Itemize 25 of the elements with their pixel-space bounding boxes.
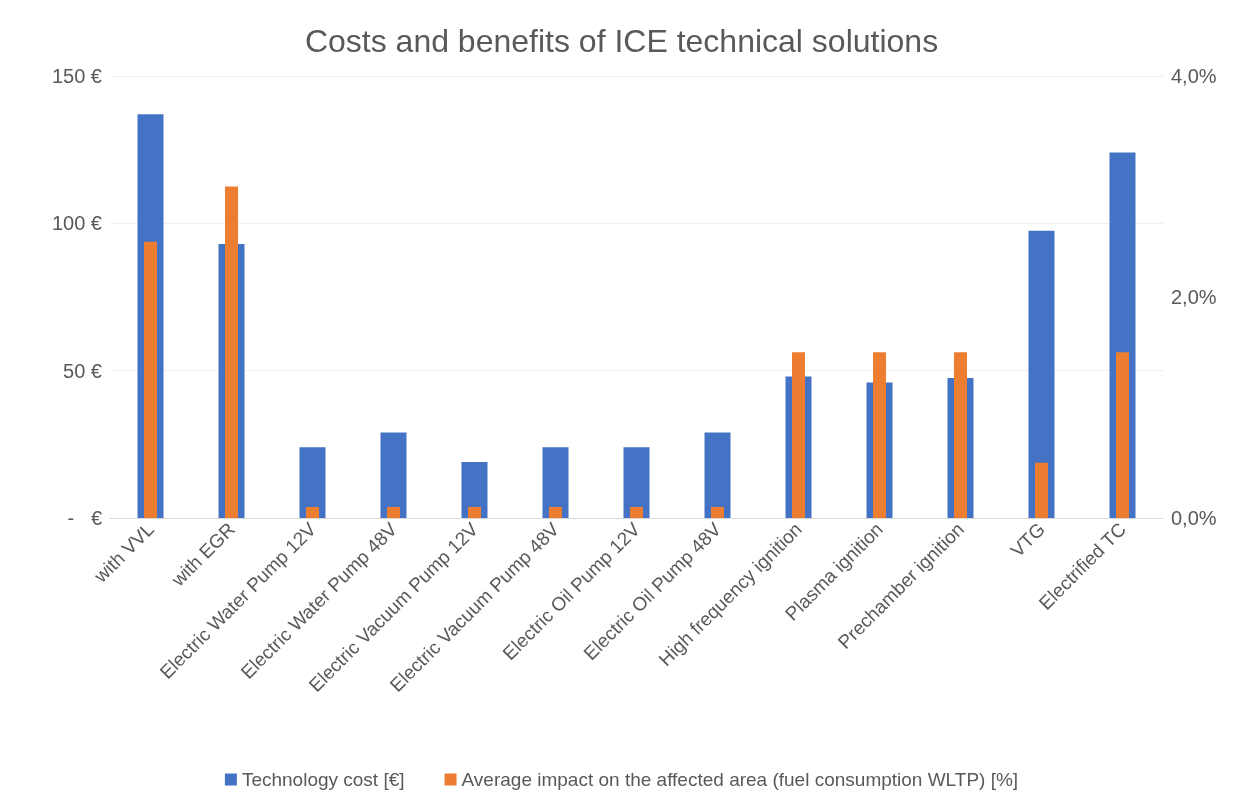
y-tick-label: 150 € <box>51 65 102 87</box>
bar <box>542 447 569 518</box>
y-tick-label: - € <box>67 507 102 529</box>
y-tick-label: 50 € <box>63 359 102 382</box>
legend-label: Average impact on the affected area (fuel consumption WLTP) [%] <box>461 769 1019 790</box>
chart-title: Costs and benefits of ICE technical solutions <box>304 23 939 59</box>
bar <box>704 432 731 518</box>
bar <box>1035 462 1048 518</box>
bar <box>306 506 319 518</box>
legend-label: Technology cost [€] <box>241 769 405 790</box>
bar <box>299 447 326 518</box>
bar <box>468 506 481 518</box>
bar <box>1116 352 1129 518</box>
y2-tick-label: 0,0% <box>1171 507 1217 529</box>
bar <box>461 462 488 518</box>
bar <box>387 506 400 518</box>
bar <box>380 432 407 518</box>
bar <box>623 447 650 518</box>
y2-tick-label: 2,0% <box>1171 286 1217 308</box>
bar <box>630 506 643 518</box>
bar <box>549 506 562 518</box>
y2-tick-label: 4,0% <box>1171 65 1217 87</box>
bar <box>144 241 157 518</box>
y-tick-label: 100 € <box>51 212 102 235</box>
bar <box>711 506 724 518</box>
